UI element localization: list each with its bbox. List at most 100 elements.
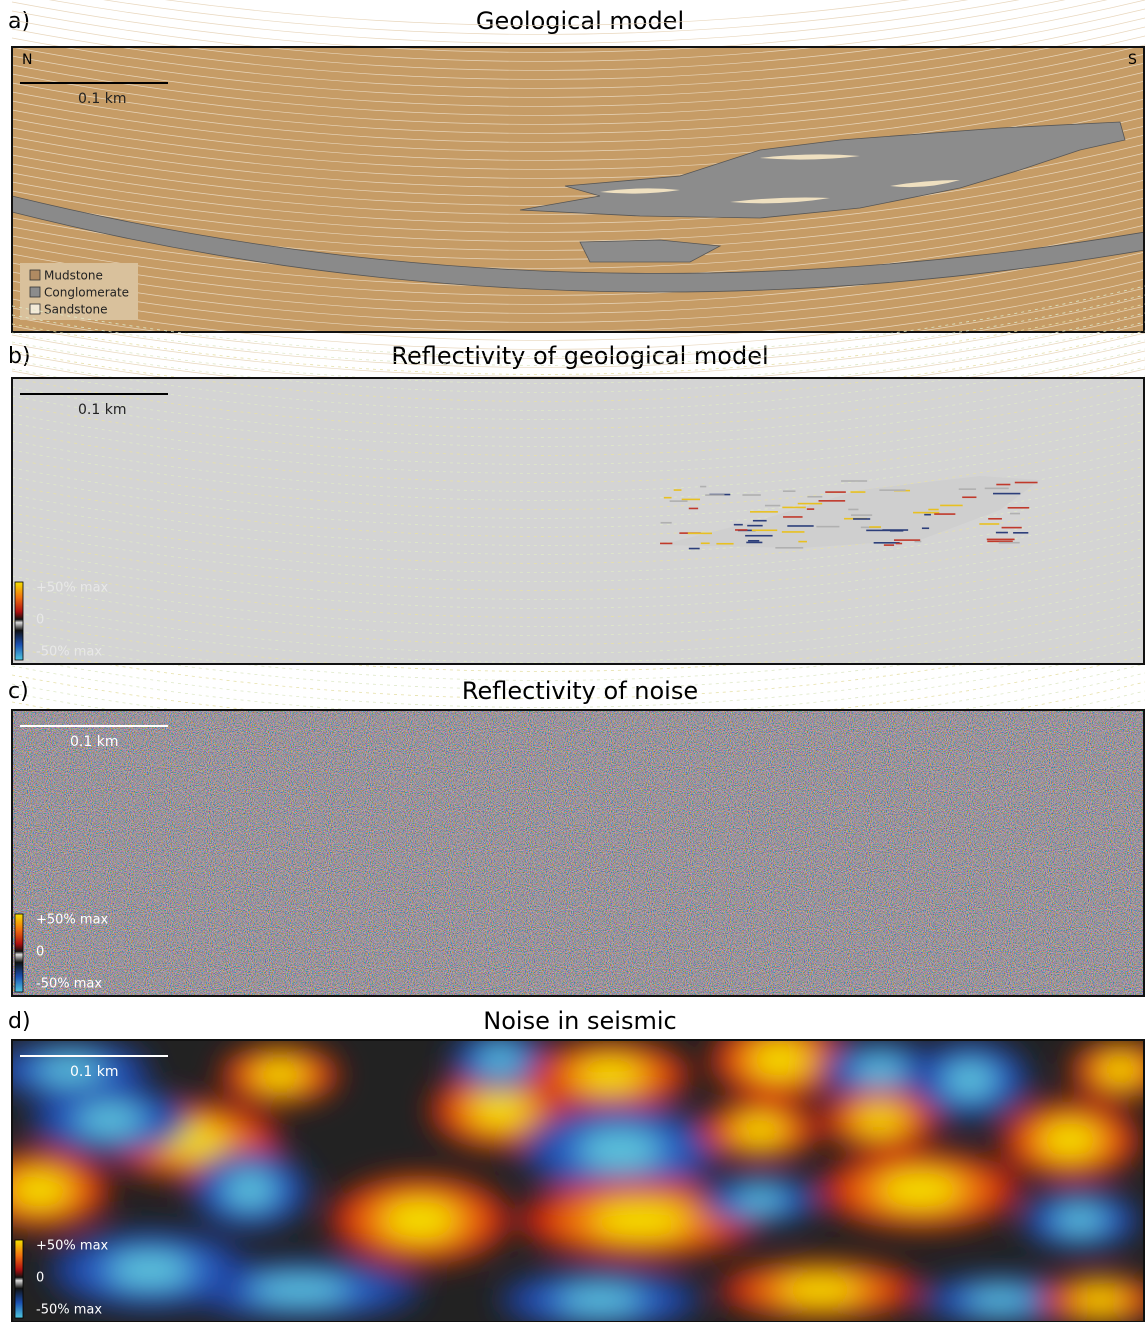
reflection-dash — [924, 514, 931, 516]
reflection-dash — [987, 539, 1015, 541]
reflection-dash — [979, 523, 999, 525]
scale-bar-label: 0.1 km — [70, 1064, 118, 1080]
reflection-dash — [988, 518, 1002, 520]
south-label: S — [1128, 52, 1137, 68]
reflection-dash — [985, 488, 1009, 490]
north-label: N — [22, 52, 32, 68]
panel-image — [0, 1020, 1145, 1322]
reflection-dash — [882, 529, 908, 531]
blob — [560, 1288, 640, 1312]
legend-label: Conglomerate — [44, 286, 129, 300]
panel-label: d) — [8, 1009, 31, 1034]
reflection-dash — [922, 527, 929, 529]
reflection-dash — [782, 507, 805, 509]
blob — [1100, 1058, 1140, 1082]
scale-bar-label: 0.1 km — [78, 91, 126, 107]
panel-label: b) — [8, 344, 31, 369]
reflection-dash — [660, 543, 672, 545]
colorbar-label: 0 — [36, 945, 44, 960]
reflection-dash — [940, 505, 963, 507]
blob — [736, 1190, 784, 1210]
reflection-dash — [705, 494, 724, 496]
reflection-dash — [851, 514, 872, 516]
reflection-dash — [787, 525, 813, 527]
panel-title: Noise in seismic — [483, 1007, 676, 1035]
colorbar-label: -50% max — [36, 1303, 102, 1318]
reflection-dash — [825, 491, 846, 493]
reflection-dash — [765, 505, 780, 507]
colorbar-label: +50% max — [36, 581, 109, 596]
reflection-dash — [752, 529, 777, 531]
reflection-dash — [664, 497, 672, 499]
reflection-dash — [746, 542, 762, 544]
blob — [384, 1202, 456, 1238]
blob — [780, 1278, 860, 1302]
panel-title: Reflectivity of geological model — [391, 342, 768, 370]
colorbar — [15, 582, 23, 660]
reflection-dash — [993, 493, 1020, 495]
reflection-dash — [688, 533, 712, 535]
reflection-dash — [928, 509, 938, 511]
reflection-dash — [775, 547, 803, 549]
colorbar — [15, 1240, 23, 1318]
reflection-dash — [670, 500, 688, 502]
reflection-dash — [853, 518, 870, 520]
blob — [736, 1118, 784, 1142]
legend-label: Sandstone — [44, 303, 107, 317]
panel-image — [12, 710, 1145, 996]
reflection-dash — [701, 542, 710, 544]
reflection-dash — [999, 542, 1020, 544]
colorbar-label: -50% max — [36, 977, 102, 992]
legend-swatch — [30, 304, 40, 314]
blob — [752, 1044, 808, 1076]
reflection-dash — [753, 520, 767, 522]
colorbar — [15, 914, 23, 992]
blob — [110, 1254, 190, 1286]
reflection-dash — [962, 496, 976, 498]
colorbar-label: -50% max — [36, 645, 102, 660]
reflection-dash — [689, 548, 700, 550]
reflection-dash — [894, 539, 920, 541]
blob — [592, 1204, 688, 1236]
blob — [256, 1063, 304, 1087]
panel-title: Geological model — [476, 7, 684, 35]
blob — [1042, 1124, 1098, 1156]
colorbar-label: +50% max — [36, 1239, 109, 1254]
reflection-dash — [782, 531, 805, 533]
reflection-dash — [816, 526, 839, 528]
reflection-dash — [783, 490, 796, 492]
blob — [580, 1132, 660, 1168]
blob — [968, 1290, 1032, 1310]
blob — [480, 1048, 520, 1072]
figure: a)Geological modelMudstoneConglomerateSa… — [0, 0, 1145, 1322]
reflection-dash — [798, 541, 807, 543]
legend-swatch — [30, 287, 40, 297]
reflection-dash — [734, 524, 743, 526]
panel-title: Reflectivity of noise — [462, 677, 698, 705]
reflection-dash — [934, 513, 955, 515]
reflection-dash — [807, 508, 814, 510]
blob — [472, 1094, 528, 1126]
reflection-dash — [884, 544, 894, 546]
blob — [1056, 1208, 1104, 1232]
background — [12, 378, 1145, 664]
colorbar-label: 0 — [36, 1271, 44, 1286]
panel-label: c) — [8, 679, 29, 704]
reflection-dash — [745, 535, 772, 537]
noise — [12, 710, 1145, 996]
reflection-dash — [735, 529, 747, 531]
blob — [578, 1061, 642, 1089]
legend-swatch — [30, 270, 40, 280]
reflection-dash — [1015, 482, 1038, 484]
blob — [880, 1174, 960, 1206]
reflection-dash — [913, 512, 939, 514]
reflection-dash — [996, 484, 1010, 486]
blob — [946, 1064, 994, 1096]
reflection-dash — [841, 480, 867, 482]
reflection-dash — [798, 503, 822, 505]
blob — [78, 1106, 142, 1134]
reflection-dash — [661, 522, 672, 524]
blob — [856, 1058, 904, 1082]
reflection-dash — [848, 509, 858, 511]
blob — [226, 1174, 274, 1206]
